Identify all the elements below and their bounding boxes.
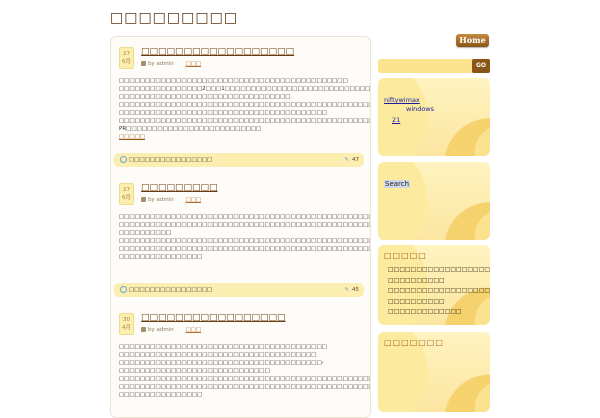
site-title[interactable]: □□□□□□□□□ — [110, 10, 239, 26]
post-body: □□□□□□□□□□□□□□□□□□□□□□□□□□□□□□□□□□□□□□□□… — [119, 77, 371, 141]
post-line: □□□□□□□□□□□□□□□□□□□□□□□□□□□□□□□□□□□□□□□-… — [119, 360, 324, 374]
recent-posts-widget: □□□□□ □□□□□□□□□□□□□□□□□□ □□□□□□□□□□ □□□□… — [378, 245, 490, 325]
go-button[interactable]: GO — [472, 59, 490, 73]
post-line: □□□□□□□□□□□□□□□□□□□□□□□□□□□□□□□□□□□□□□□□… — [119, 78, 348, 84]
post-line: □□□□□□□□□□□□□□□□□□□□□□□□□□□□□□□□□□□□□□□□… — [119, 238, 370, 244]
recent-post-link[interactable]: □□□□□□□□□□ — [388, 276, 445, 284]
link-windows[interactable]: windows — [406, 105, 435, 113]
post-category[interactable]: □□□ — [185, 197, 202, 203]
post-day: 27 — [123, 51, 130, 57]
main-content: 27 6月 □□□□□□□□□□□□□□□□□□ by admin □□□ □□… — [110, 36, 371, 418]
post-meta: by admin □□□ — [141, 197, 201, 203]
post-line: □□□□□□□□□□□□□□□□□□□□□□□□□□□□□□□□□□□□□□□□… — [119, 102, 370, 108]
post-title[interactable]: □□□□□□□□□□□□□□□□□□ — [141, 47, 295, 57]
author-icon — [141, 327, 146, 332]
post-line: □□□□□□□□□□□□□□□□□□□□□□□□□□□□□□□□□□□□□□□□… — [119, 214, 370, 220]
post-month: 6月 — [122, 195, 131, 201]
recent-posts-list: □□□□□□□□□□□□□□□□□□ □□□□□□□□□□ □□□□□□□□□□… — [388, 265, 490, 318]
recent-post-link[interactable]: □□□□□□□□□□□□□□□□□□ — [388, 287, 490, 294]
post-line: □□□□□□□□□□□□□□□□□□□□□□□□□□□□□□□□□□□□□□ — [119, 352, 317, 358]
post-line: □□□□□□□□□□ — [119, 230, 171, 236]
comment-link[interactable]: □□□□□□□□□□□□□□□□ — [129, 287, 213, 293]
post-author: by admin — [148, 327, 174, 333]
post-line: □□□□□□□□□□□□□□□□2□□□1□□□□□□□□□□□□□□□□□□□… — [119, 86, 371, 92]
read-more-link[interactable]: □□□□□ — [119, 134, 145, 140]
post-line: □□□□□□□□□□□□□□□□□□□□□□□□□□□□□□□□□□□□□□□□… — [119, 246, 370, 252]
recent-post-link[interactable]: □□□□□□□□□□□□□ — [388, 308, 462, 315]
link-niftywimax[interactable]: niftywimax — [384, 96, 420, 104]
post-line: □□□□□□□□□□□□□□□□□□□□□□□□□□□□□□□□□□□□□□□□… — [119, 118, 370, 124]
author-icon — [141, 61, 146, 66]
post-author: by admin — [148, 197, 174, 203]
comment-count[interactable]: 45 — [344, 283, 359, 297]
comment-link[interactable]: □□□□□□□□□□□□□□□□ — [129, 157, 213, 163]
post-title[interactable]: □□□□□□□□□ — [141, 183, 218, 193]
search-label[interactable]: Search — [384, 180, 411, 188]
search-box — [378, 59, 490, 73]
post-month: 6月 — [122, 59, 131, 65]
home-button[interactable]: Home — [456, 34, 489, 47]
post-footer: □□□□□□□□□□□□□□□□ 47 — [114, 153, 364, 167]
recent-post-link[interactable]: □□□□□□□□□□□□□□□□□□ — [388, 266, 490, 273]
link-21[interactable]: 21 — [392, 116, 401, 124]
post-line: □□□□□□□□□□□□□□□□□□□□□□□□□□□□□□□□□□□□□□□□ — [119, 110, 327, 116]
comment-count[interactable]: 47 — [344, 153, 359, 167]
post-title[interactable]: □□□□□□□□□□□□□□□□□ — [141, 313, 286, 323]
links-widget: niftywimax windows 21 — [378, 78, 490, 156]
recent-post-link[interactable]: □□□□□□□□□□ — [388, 297, 445, 305]
post-line: □□□□□□□□□□□□□□□□□□□□□□□□□□□□□□□□□□□□□□□□… — [119, 376, 370, 382]
post-body: □□□□□□□□□□□□□□□□□□□□□□□□□□□□□□□□□□□□□□□□… — [119, 213, 370, 261]
post-line: □□□□□□□□□□□□□□□□□□□□□□□□□□□□□□□□□ — [119, 94, 291, 100]
post-date: 27 6月 — [119, 47, 134, 69]
search-widget: Search — [378, 162, 490, 240]
post-meta: by admin □□□ — [141, 61, 201, 67]
post-line: □□□□□□□□□□□□□□□□□□□□□□□□□□□□□□□□□□□□□□□□ — [119, 344, 327, 350]
comment-icon — [120, 156, 127, 163]
post-category[interactable]: □□□ — [185, 327, 202, 333]
post-line: □□□□□□□□□□□□□□□□ — [119, 254, 203, 260]
comment-icon — [120, 286, 127, 293]
post-footer: □□□□□□□□□□□□□□□□ 45 — [114, 283, 364, 297]
post-date: 30 4月 — [119, 313, 134, 335]
search-input[interactable] — [382, 61, 470, 71]
post-category[interactable]: □□□ — [185, 61, 202, 67]
post-day: 27 — [123, 187, 130, 193]
post-line: PR□□□□□□□□□□□□□□□□□□□□□□□□□□ — [119, 126, 262, 132]
categories-widget: □□□□□□□ — [378, 332, 490, 412]
post-line: □□□□□□□□□□□□□□□□ — [119, 392, 203, 398]
recent-posts-heading: □□□□□ — [384, 251, 427, 260]
post-line: □□□□□□□□□□□□□□□□□□□□□□□□□□□□□□□□□□□□□□□□… — [119, 384, 370, 390]
post-date: 27 6月 — [119, 183, 134, 205]
categories-heading: □□□□□□□ — [384, 338, 444, 347]
post-meta: by admin □□□ — [141, 327, 201, 333]
post-month: 4月 — [122, 325, 131, 331]
author-icon — [141, 197, 146, 202]
post-body: □□□□□□□□□□□□□□□□□□□□□□□□□□□□□□□□□□□□□□□□… — [119, 343, 370, 399]
post-author: by admin — [148, 61, 174, 67]
post-line: □□□□□□□□□□□□□□□□□□□□□□□□□□□□□□□□□□□□□□□□… — [119, 222, 370, 228]
post-day: 30 — [123, 317, 130, 323]
